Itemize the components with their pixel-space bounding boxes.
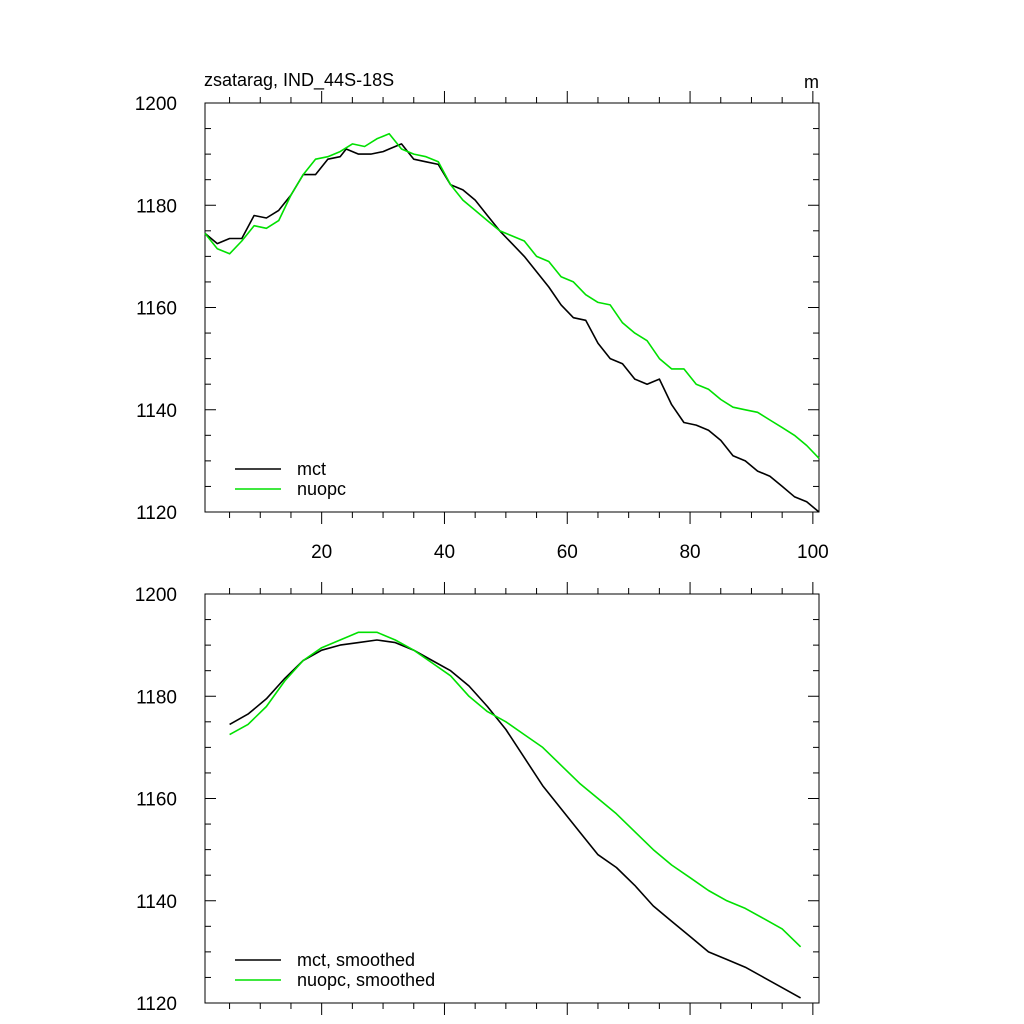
series-line-mct bbox=[204, 143, 820, 513]
legend-label: nuopc bbox=[297, 479, 346, 499]
x-tick-label: 40 bbox=[434, 542, 455, 563]
y-tick-label: 1160 bbox=[136, 790, 177, 811]
series-line-nuopc bbox=[204, 132, 820, 459]
series-line-nuopc-smoothed bbox=[229, 631, 802, 948]
x-tick-label: 80 bbox=[679, 542, 700, 563]
y-tick-label: 1160 bbox=[136, 299, 177, 320]
legend-label: mct bbox=[297, 459, 326, 479]
y-tick-label: 1120 bbox=[136, 994, 177, 1015]
chart-title: zsatarag, IND_44S-18S bbox=[204, 70, 394, 91]
legend-label: nuopc, smoothed bbox=[297, 970, 435, 990]
y-tick-label: 1180 bbox=[136, 687, 177, 708]
x-tick-label: 20 bbox=[311, 542, 332, 563]
x-tick-label: 100 bbox=[797, 542, 829, 563]
y-tick-label: 1120 bbox=[136, 503, 177, 524]
y-tick-label: 1140 bbox=[136, 401, 177, 422]
y-tick-label: 1200 bbox=[135, 94, 177, 115]
x-tick-label: 60 bbox=[557, 542, 578, 563]
units-label: m bbox=[804, 72, 819, 92]
y-tick-label: 1180 bbox=[136, 196, 177, 217]
bottom-panel: 1120 1140 1160 1180 1200 mct, smoothednuopc, … bbox=[135, 582, 820, 1015]
series-line-mct-smoothed bbox=[229, 639, 801, 999]
y-tick-label: 1140 bbox=[136, 892, 177, 913]
legend-label: mct, smoothed bbox=[297, 950, 415, 970]
y-tick-label: 1200 bbox=[135, 585, 177, 606]
